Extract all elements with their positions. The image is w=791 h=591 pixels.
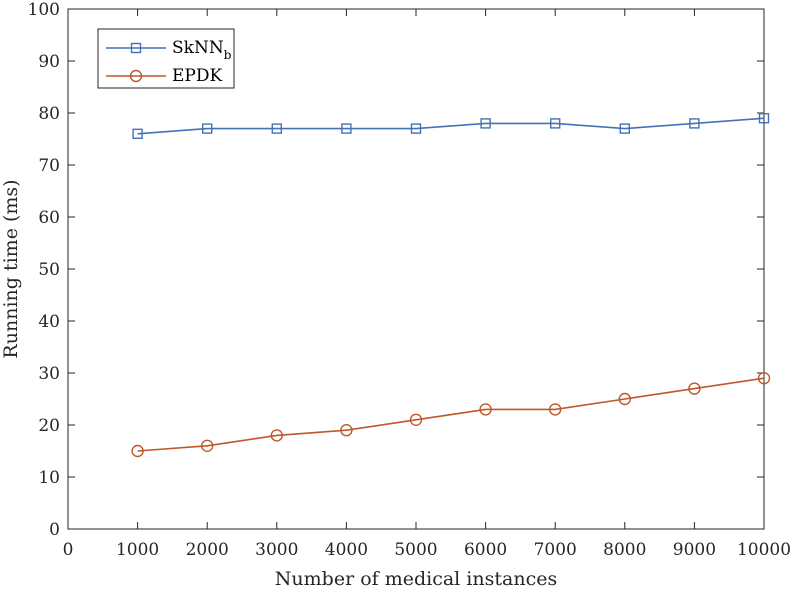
data-point-epdk	[131, 444, 144, 458]
x-tick-label: 5000	[394, 540, 437, 560]
legend-marker-epdk	[129, 69, 143, 83]
y-tick-label: 80	[38, 104, 60, 124]
data-point-sknn	[689, 118, 700, 129]
x-tick-label: 0	[63, 540, 74, 560]
data-point-sknn	[201, 123, 213, 134]
legend-marker-sknn	[130, 42, 142, 54]
y-tick-label: 0	[49, 520, 60, 540]
data-point-epdk	[479, 403, 492, 416]
y-tick-label: 50	[38, 260, 60, 280]
data-point-epdk	[270, 429, 283, 442]
data-point-sknn	[271, 123, 282, 134]
x-axis-label: Number of medical instances	[275, 568, 557, 590]
legend-entry-epdk: EPDK	[106, 66, 222, 86]
series-layer	[131, 112, 771, 458]
data-point-epdk	[200, 439, 214, 452]
series-line-sknn	[137, 117, 765, 135]
y-tick-label: 100	[28, 0, 60, 20]
data-point-epdk	[409, 413, 423, 426]
legend-label-epdk: EPDK	[172, 66, 222, 86]
data-point-epdk	[618, 392, 631, 406]
x-tick-label: 6000	[464, 540, 507, 560]
y-tick-label: 20	[38, 416, 60, 436]
x-tick-label: 9000	[673, 540, 716, 560]
y-tick-label: 10	[38, 468, 60, 488]
data-point-sknn	[480, 118, 491, 129]
x-tick-label: 10000	[737, 540, 791, 560]
legend-label-sknn-subscript: b	[224, 48, 232, 62]
x-tick-label: 3000	[255, 540, 298, 560]
data-point-sknn	[619, 123, 630, 134]
data-point-sknn	[341, 123, 352, 134]
x-tick-label: 4000	[325, 540, 368, 560]
legend-label-sknn-name: SkNN	[172, 38, 224, 58]
legend-entry-sknn: SkNNb	[106, 38, 232, 62]
y-tick-label: 40	[38, 312, 60, 332]
x-tick-label: 8000	[603, 540, 646, 560]
data-point-epdk	[688, 382, 701, 395]
legend: SkNNb EPDK	[97, 28, 235, 89]
x-tick-label: 1000	[116, 540, 159, 560]
data-point-sknn	[410, 123, 422, 134]
data-point-sknn	[758, 112, 770, 124]
data-point-epdk	[757, 372, 771, 385]
y-tick-label: 90	[38, 52, 60, 72]
data-point-epdk	[549, 403, 562, 416]
series-line-epdk	[137, 377, 765, 452]
y-axis-label: Running time (ms)	[0, 179, 22, 358]
legend-box	[97, 28, 235, 89]
y-tick-label: 70	[38, 156, 60, 176]
x-tick-label: 2000	[186, 540, 229, 560]
data-point-epdk	[340, 424, 353, 437]
axis-ticks: 0 1000 2000 3000 4000 5000 6000 7000 8000 9000 100…	[28, 0, 791, 560]
x-tick-label: 7000	[534, 540, 577, 560]
plot-area	[67, 8, 765, 530]
y-tick-label: 60	[38, 208, 60, 228]
data-point-sknn	[132, 128, 143, 140]
data-point-sknn	[550, 118, 561, 129]
y-tick-label: 30	[38, 364, 60, 384]
legend-label-sknn: SkNNb	[172, 38, 232, 62]
